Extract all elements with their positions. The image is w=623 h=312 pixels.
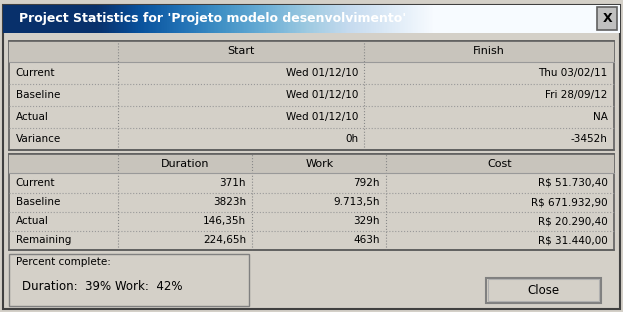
Text: Finish: Finish bbox=[473, 46, 505, 56]
Text: Close: Close bbox=[528, 284, 559, 297]
Text: Fri 28/09/12: Fri 28/09/12 bbox=[545, 90, 607, 100]
Text: Cost: Cost bbox=[488, 159, 512, 169]
Text: -3452h: -3452h bbox=[571, 134, 607, 144]
Text: Wed 01/12/10: Wed 01/12/10 bbox=[286, 90, 358, 100]
Text: Current: Current bbox=[16, 178, 55, 188]
Text: Duration:  39%: Duration: 39% bbox=[22, 280, 111, 293]
Text: Work: Work bbox=[305, 159, 333, 169]
Text: R$ 51.730,40: R$ 51.730,40 bbox=[538, 178, 607, 188]
Text: 329h: 329h bbox=[353, 216, 380, 226]
Text: Duration: Duration bbox=[161, 159, 209, 169]
Text: Wed 01/12/10: Wed 01/12/10 bbox=[286, 68, 358, 78]
Text: Baseline: Baseline bbox=[16, 197, 60, 207]
Text: Start: Start bbox=[228, 46, 255, 56]
Text: Project Statistics for 'Projeto modelo desenvolvimento': Project Statistics for 'Projeto modelo d… bbox=[19, 12, 406, 25]
Text: R$ 20.290,40: R$ 20.290,40 bbox=[538, 216, 607, 226]
Text: 463h: 463h bbox=[353, 235, 380, 245]
Text: Actual: Actual bbox=[16, 216, 49, 226]
Text: 146,35h: 146,35h bbox=[203, 216, 246, 226]
Text: 9.713,5h: 9.713,5h bbox=[333, 197, 380, 207]
Text: X: X bbox=[602, 12, 612, 25]
Text: 371h: 371h bbox=[219, 178, 246, 188]
Text: Actual: Actual bbox=[16, 112, 49, 122]
Text: Work:  42%: Work: 42% bbox=[115, 280, 183, 293]
Text: Percent complete:: Percent complete: bbox=[16, 257, 110, 267]
Text: 3823h: 3823h bbox=[213, 197, 246, 207]
Text: 792h: 792h bbox=[353, 178, 380, 188]
Text: Variance: Variance bbox=[16, 134, 61, 144]
Text: Wed 01/12/10: Wed 01/12/10 bbox=[286, 112, 358, 122]
Text: Current: Current bbox=[16, 68, 55, 78]
Text: Thu 03/02/11: Thu 03/02/11 bbox=[538, 68, 607, 78]
Text: 224,65h: 224,65h bbox=[203, 235, 246, 245]
Text: 0h: 0h bbox=[345, 134, 358, 144]
Text: NA: NA bbox=[592, 112, 607, 122]
Text: Remaining: Remaining bbox=[16, 235, 71, 245]
Text: R$ 31.440,00: R$ 31.440,00 bbox=[538, 235, 607, 245]
Text: Baseline: Baseline bbox=[16, 90, 60, 100]
Text: R$ 671.932,90: R$ 671.932,90 bbox=[531, 197, 607, 207]
